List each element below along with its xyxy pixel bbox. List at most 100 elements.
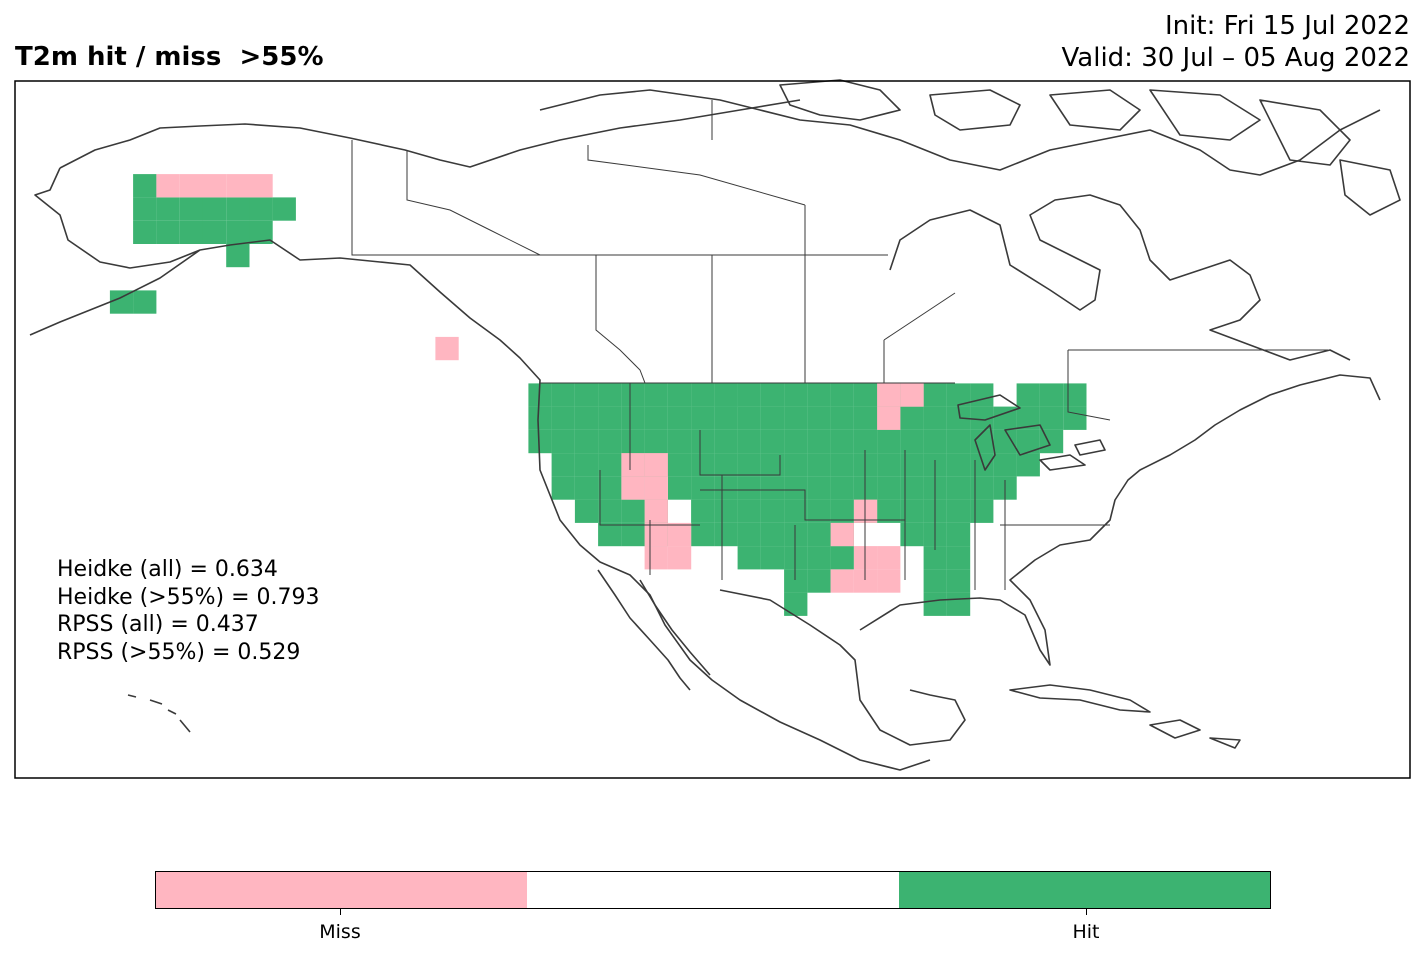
caribbean [1009, 684, 1241, 749]
hit-cell [156, 220, 180, 244]
hit-cell [900, 522, 924, 547]
miss-cell [853, 569, 878, 593]
skill-scores: Heidke (all) = 0.634 Heidke (>55%) = 0.7… [57, 556, 320, 666]
hit-cell [667, 383, 692, 407]
grid-cells [109, 174, 1087, 616]
hit-cell [528, 383, 552, 407]
hit-cell [598, 499, 622, 523]
hit-cell [574, 429, 599, 454]
hit-cell [598, 453, 622, 477]
init-valid-block: Init: Fri 15 Jul 2022 Valid: 30 Jul – 05… [1062, 10, 1410, 74]
hit-cell [737, 476, 761, 500]
miss-cell [830, 569, 854, 593]
miss-cell [877, 383, 901, 407]
hit-cell [853, 383, 878, 407]
miss-cell [435, 336, 459, 361]
hit-cell [667, 406, 692, 430]
hit-cell [853, 453, 878, 477]
coastline-baja [597, 569, 711, 691]
hit-cell [946, 429, 971, 454]
hit-cell [970, 429, 994, 454]
colorbar-hit [898, 872, 1270, 908]
heidke-55: Heidke (>55%) = 0.793 [57, 584, 320, 610]
hit-cell [714, 499, 738, 523]
hit-cell [644, 406, 668, 430]
hit-cell [970, 453, 994, 477]
hit-cell [946, 383, 971, 407]
hit-cell [133, 290, 157, 314]
hit-cell [551, 453, 575, 477]
hit-cell [179, 220, 203, 244]
miss-cell [644, 546, 668, 570]
hit-cell [621, 406, 645, 430]
coastline-islands [779, 79, 1401, 216]
hit-cell [1016, 406, 1040, 430]
hit-cell [226, 243, 250, 268]
hit-cell [784, 453, 808, 477]
hit-cell [900, 476, 924, 500]
hit-cell [760, 429, 785, 454]
political-borders [351, 100, 1328, 590]
hit-cell [598, 383, 622, 407]
hit-cell [900, 429, 924, 454]
hit-cell [923, 569, 947, 593]
hit-cell [784, 592, 808, 616]
hit-cell [714, 476, 738, 500]
hit-cell [946, 592, 971, 616]
hit-cell [667, 476, 692, 500]
hit-cell [737, 499, 761, 523]
hit-cell [574, 453, 599, 477]
hit-cell [784, 569, 808, 593]
hit-cell [853, 406, 878, 430]
hit-cell [551, 429, 575, 454]
hit-cell [830, 476, 854, 500]
hit-cell [946, 569, 971, 593]
hit-cell [807, 383, 831, 407]
hit-cell [714, 429, 738, 454]
coastlines [29, 79, 1401, 771]
hit-cell [644, 429, 668, 454]
hit-cell [807, 406, 831, 430]
miss-cell [226, 174, 250, 198]
hit-cell [877, 499, 901, 523]
miss-cell [202, 174, 227, 198]
hit-cell [760, 406, 785, 430]
hit-cell [109, 290, 134, 314]
hit-cell [830, 453, 854, 477]
hit-cell [691, 476, 715, 500]
hit-cell [784, 476, 808, 500]
hit-cell [923, 429, 947, 454]
hit-cell [807, 453, 831, 477]
hit-cell [528, 429, 552, 454]
hit-cell [830, 546, 854, 570]
hit-cell [249, 197, 273, 221]
coastline-hudson [539, 89, 1381, 361]
hit-cell [737, 383, 761, 407]
hit-cell [760, 499, 785, 523]
hit-cell [574, 499, 599, 523]
hit-cell [621, 499, 645, 523]
hit-cell [714, 453, 738, 477]
great-lakes [957, 394, 1106, 471]
hit-cell [830, 383, 854, 407]
hit-cell [830, 429, 854, 454]
hit-cell [946, 453, 971, 477]
hit-cell [760, 546, 785, 570]
miss-cell [644, 522, 668, 547]
hit-cell [784, 546, 808, 570]
hit-cell [970, 499, 994, 523]
hit-cell [853, 476, 878, 500]
hit-cell [714, 406, 738, 430]
hit-cell [830, 499, 854, 523]
hit-cell [946, 522, 971, 547]
hit-cell [737, 546, 761, 570]
hit-cell [946, 476, 971, 500]
hit-cell [714, 522, 738, 547]
hit-cell [691, 429, 715, 454]
hit-cell [226, 197, 250, 221]
miss-cell [877, 569, 901, 593]
hit-cell [877, 476, 901, 500]
hit-cell [598, 476, 622, 500]
tick-miss [340, 908, 341, 915]
hit-cell [830, 406, 854, 430]
